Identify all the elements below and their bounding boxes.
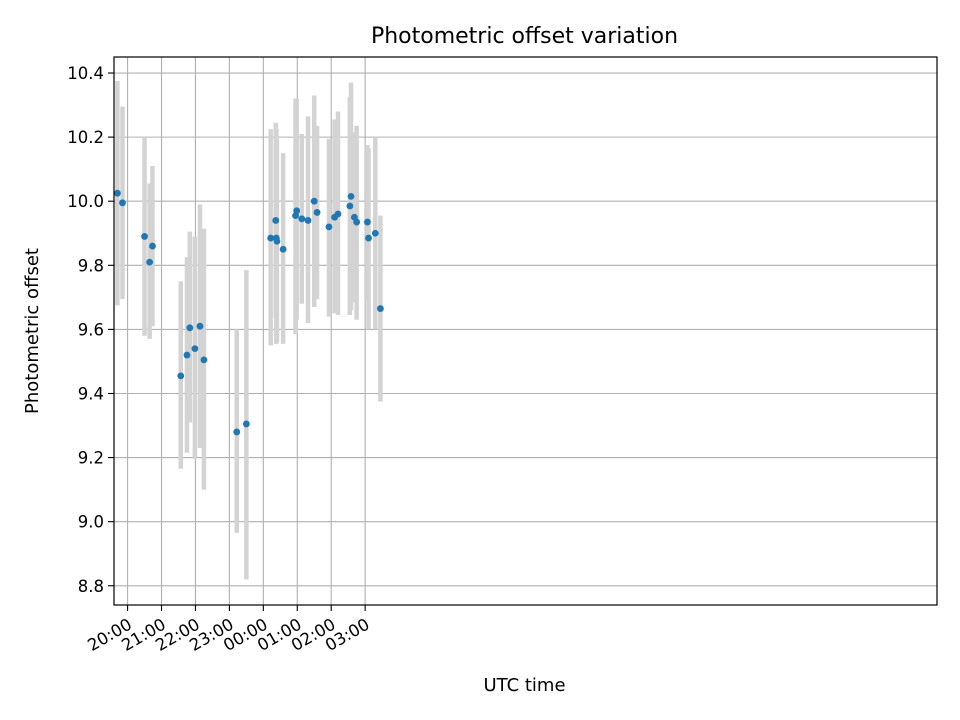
data-point [200,356,208,364]
data-point [346,202,354,210]
data-point [196,322,204,330]
data-point [364,218,371,226]
error-bars [115,81,383,580]
data-point [293,207,301,215]
y-tick-label: 10.0 [67,192,104,211]
plot-frame [113,56,938,606]
y-tick-label: 9.0 [78,513,104,532]
data-point [325,223,333,231]
data-point [149,242,156,250]
y-axis-ticks: 8.8 9.0 9.2 9.4 9.6 9.8 10.0 10.2 10.4 [67,64,114,596]
data-point [273,237,281,245]
y-tick-label: 9.6 [78,320,104,339]
data-points [113,189,384,436]
y-tick-label: 10.4 [67,64,104,83]
data-point [119,199,126,207]
x-axis-label: UTC time [483,675,565,696]
data-point [113,189,121,197]
data-point [279,245,287,253]
data-point [371,229,379,237]
data-point [377,305,384,312]
data-point [186,324,194,332]
data-point [272,217,280,224]
data-point [365,234,372,242]
y-tick-label: 9.2 [78,449,104,468]
chart-title: Photometric offset variation [371,24,678,49]
data-point [347,193,355,200]
data-point [334,210,342,218]
y-axis-label: Photometric offset [22,248,43,414]
y-tick-label: 8.8 [78,577,104,596]
data-point [141,233,148,240]
data-point [242,420,250,428]
data-point [310,197,318,205]
data-point [353,218,361,226]
y-tick-label: 9.4 [78,384,104,403]
data-point [304,217,312,224]
data-point [313,209,321,216]
data-point [298,215,306,223]
y-tick-label: 9.8 [78,256,104,275]
data-point [267,234,275,242]
data-point [183,351,191,359]
data-point [233,428,241,436]
data-point [146,258,154,266]
data-point [191,345,199,353]
y-tick-label: 10.2 [67,128,104,147]
data-point [177,372,185,380]
